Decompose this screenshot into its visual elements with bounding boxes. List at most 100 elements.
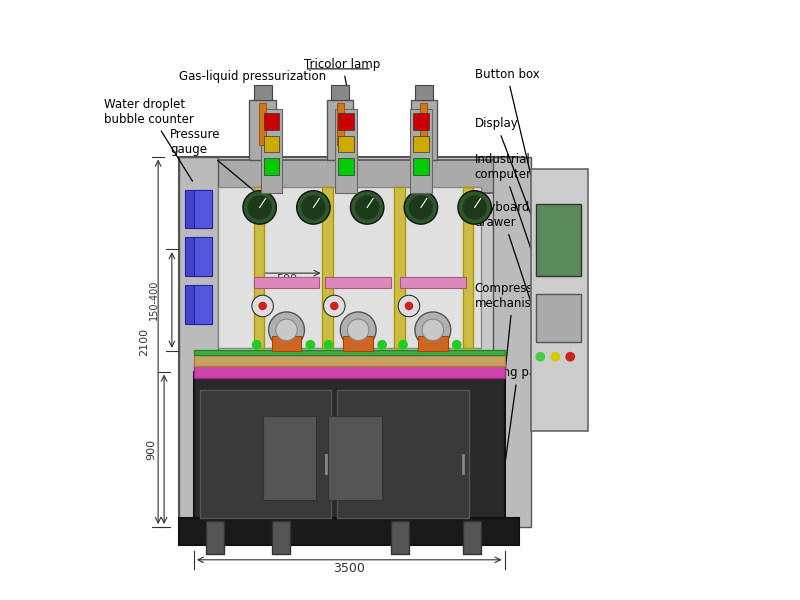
Bar	[264, 158, 279, 175]
Text: 2100: 2100	[139, 328, 150, 356]
Bar	[250, 100, 276, 160]
Bar	[462, 187, 474, 348]
Bar	[194, 285, 212, 324]
Text: 3500: 3500	[334, 562, 365, 575]
Circle shape	[409, 196, 433, 220]
Text: Water droplet
bubble counter: Water droplet bubble counter	[104, 98, 194, 181]
Bar	[261, 109, 282, 193]
Bar	[420, 103, 427, 145]
Bar	[194, 237, 212, 276]
Bar	[185, 237, 212, 276]
Bar	[259, 103, 266, 145]
Bar	[179, 157, 519, 527]
Circle shape	[340, 312, 376, 348]
Text: Moving pallets: Moving pallets	[474, 367, 561, 464]
Bar	[391, 521, 409, 554]
Bar	[185, 190, 212, 229]
Circle shape	[453, 341, 461, 349]
Bar	[254, 85, 271, 100]
Bar	[338, 136, 354, 152]
Bar	[194, 355, 505, 365]
Circle shape	[248, 196, 271, 220]
Text: Tricolor lamp: Tricolor lamp	[305, 58, 381, 97]
Bar	[254, 187, 265, 348]
Bar	[337, 103, 344, 145]
Bar	[331, 85, 350, 100]
Circle shape	[415, 312, 450, 348]
Circle shape	[536, 353, 545, 361]
Circle shape	[399, 341, 407, 349]
Text: 900: 900	[146, 439, 156, 460]
Circle shape	[458, 191, 491, 224]
Bar	[185, 285, 212, 324]
Bar	[394, 187, 405, 348]
Text: Keyboard
drawer: Keyboard drawer	[474, 201, 535, 315]
Bar	[400, 277, 466, 288]
Circle shape	[269, 312, 305, 348]
Circle shape	[566, 353, 574, 361]
Text: Button box: Button box	[474, 68, 539, 175]
Circle shape	[253, 341, 261, 349]
Circle shape	[276, 319, 298, 341]
Bar	[218, 187, 481, 348]
Circle shape	[306, 341, 314, 349]
Bar	[179, 157, 218, 527]
Bar	[179, 160, 519, 193]
Bar	[536, 205, 581, 276]
Bar	[271, 521, 290, 554]
Circle shape	[355, 196, 379, 220]
Bar	[413, 136, 429, 152]
Bar	[326, 277, 391, 288]
Bar	[410, 100, 437, 160]
Bar	[254, 277, 319, 288]
Bar	[338, 389, 469, 518]
Bar	[264, 113, 279, 130]
Bar	[328, 416, 382, 500]
Bar	[338, 113, 354, 130]
Circle shape	[350, 191, 384, 224]
Circle shape	[462, 196, 486, 220]
Bar	[327, 100, 354, 160]
Bar	[206, 521, 224, 554]
Text: 500: 500	[276, 274, 297, 284]
Text: Gas-liquid pressurization: Gas-liquid pressurization	[179, 70, 326, 97]
Text: 150-400: 150-400	[149, 280, 159, 320]
Bar	[335, 109, 357, 193]
Bar	[493, 157, 531, 527]
Bar	[415, 85, 433, 100]
Circle shape	[406, 302, 413, 310]
Circle shape	[302, 196, 326, 220]
Bar	[322, 187, 333, 348]
Bar	[194, 371, 505, 527]
Circle shape	[297, 191, 330, 224]
Bar	[536, 294, 581, 342]
Circle shape	[378, 341, 386, 349]
Bar	[271, 336, 302, 351]
Bar	[413, 113, 429, 130]
Bar	[531, 169, 588, 431]
Circle shape	[404, 191, 438, 224]
Bar	[194, 363, 505, 377]
Circle shape	[398, 295, 420, 317]
Bar	[179, 518, 519, 545]
Circle shape	[252, 295, 274, 317]
Bar	[462, 521, 481, 554]
Bar	[410, 109, 432, 193]
Bar	[418, 336, 448, 351]
Bar	[264, 136, 279, 152]
Circle shape	[422, 319, 443, 341]
Circle shape	[323, 295, 345, 317]
Bar	[413, 158, 429, 175]
Circle shape	[243, 191, 276, 224]
Bar	[194, 190, 212, 229]
Text: Industrial
computer: Industrial computer	[474, 154, 535, 262]
Circle shape	[259, 302, 266, 310]
Circle shape	[330, 302, 338, 310]
Bar	[343, 336, 373, 351]
Text: Compression
mechanism: Compression mechanism	[474, 282, 551, 375]
Circle shape	[551, 353, 559, 361]
Text: Pressure
gauge: Pressure gauge	[170, 128, 258, 194]
Circle shape	[324, 341, 333, 349]
Bar	[200, 389, 331, 518]
Text: Display: Display	[474, 118, 535, 226]
